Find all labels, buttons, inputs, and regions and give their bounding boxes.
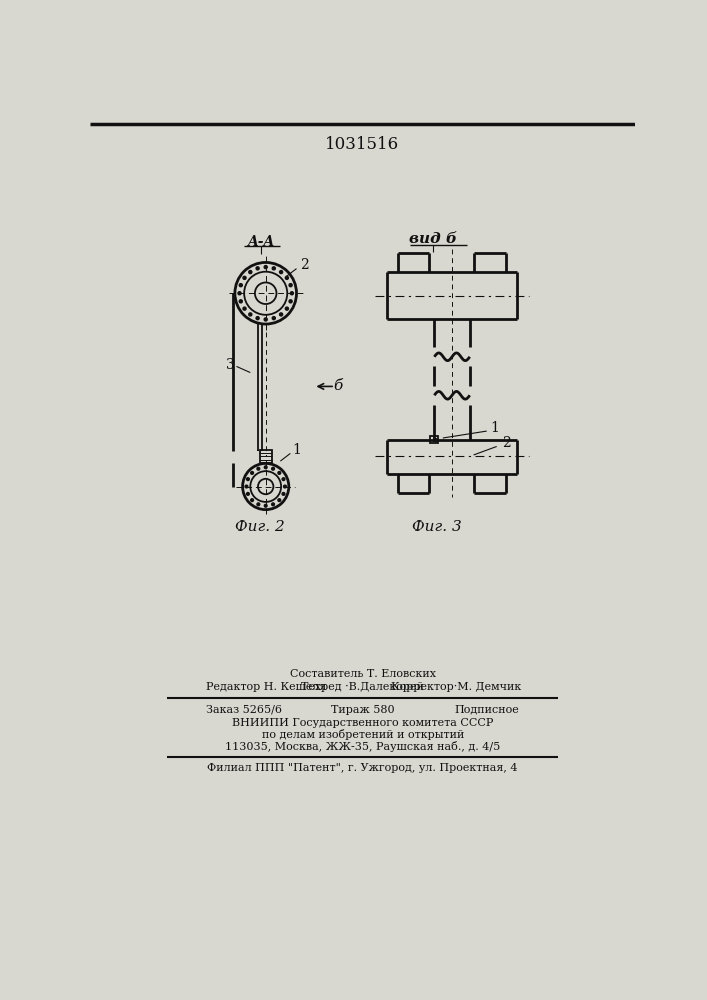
Circle shape bbox=[286, 307, 288, 310]
Text: Фиг. 2: Фиг. 2 bbox=[235, 520, 284, 534]
Text: 1: 1 bbox=[292, 443, 301, 457]
Text: Филиал ППП "Патент", г. Ужгород, ул. Проектная, 4: Филиал ППП "Патент", г. Ужгород, ул. Про… bbox=[207, 763, 518, 773]
Circle shape bbox=[289, 300, 292, 303]
Text: Корректор·М. Демчик: Корректор·М. Демчик bbox=[391, 682, 521, 692]
Circle shape bbox=[243, 307, 246, 310]
Text: Редактор Н. Кешеля: Редактор Н. Кешеля bbox=[206, 682, 326, 692]
Circle shape bbox=[249, 271, 252, 274]
Circle shape bbox=[251, 499, 254, 502]
Text: Заказ 5265/6: Заказ 5265/6 bbox=[206, 705, 281, 715]
Circle shape bbox=[282, 493, 285, 495]
Circle shape bbox=[279, 271, 283, 274]
Bar bbox=[431, 436, 438, 443]
Circle shape bbox=[278, 472, 281, 474]
Text: Техред ·В.Далекорей: Техред ·В.Далекорей bbox=[301, 682, 424, 692]
Circle shape bbox=[264, 318, 267, 321]
Circle shape bbox=[247, 493, 250, 495]
Circle shape bbox=[243, 276, 246, 279]
Text: 2: 2 bbox=[501, 436, 510, 450]
Text: 113035, Москва, ЖЖ-35, Раушская наб., д. 4/5: 113035, Москва, ЖЖ-35, Раушская наб., д.… bbox=[225, 741, 501, 752]
Circle shape bbox=[247, 478, 250, 481]
Circle shape bbox=[264, 504, 267, 507]
Bar bbox=[433, 438, 436, 441]
Circle shape bbox=[271, 467, 274, 470]
Circle shape bbox=[272, 317, 275, 320]
Bar bbox=[259, 450, 272, 463]
Text: Тираж 580: Тираж 580 bbox=[331, 705, 395, 715]
Text: 3: 3 bbox=[226, 358, 235, 372]
Circle shape bbox=[256, 317, 259, 320]
Circle shape bbox=[239, 300, 243, 303]
Circle shape bbox=[256, 267, 259, 270]
Text: б: б bbox=[334, 379, 343, 393]
Text: 2: 2 bbox=[300, 258, 308, 272]
Text: вид б: вид б bbox=[409, 232, 457, 246]
Text: 1031516: 1031516 bbox=[325, 136, 399, 153]
Text: A-A: A-A bbox=[247, 235, 275, 249]
Circle shape bbox=[291, 292, 293, 295]
Text: ВНИИПИ Государственного комитета СССР: ВНИИПИ Государственного комитета СССР bbox=[232, 718, 493, 728]
Text: Фиг. 3: Фиг. 3 bbox=[411, 520, 462, 534]
Circle shape bbox=[257, 503, 259, 506]
Circle shape bbox=[264, 466, 267, 469]
Circle shape bbox=[238, 292, 241, 295]
Circle shape bbox=[239, 284, 243, 287]
Circle shape bbox=[278, 499, 281, 502]
Text: Подписное: Подписное bbox=[455, 705, 519, 715]
Circle shape bbox=[245, 485, 248, 488]
Circle shape bbox=[279, 313, 283, 316]
Circle shape bbox=[282, 478, 285, 481]
Circle shape bbox=[249, 313, 252, 316]
Circle shape bbox=[251, 472, 254, 474]
Circle shape bbox=[289, 284, 292, 287]
Circle shape bbox=[264, 266, 267, 269]
Text: 1: 1 bbox=[490, 421, 499, 435]
Text: Составитель Т. Еловских: Составитель Т. Еловских bbox=[290, 669, 436, 679]
Circle shape bbox=[257, 467, 259, 470]
Text: по делам изобретений и открытий: по делам изобретений и открытий bbox=[262, 729, 464, 740]
Circle shape bbox=[271, 503, 274, 506]
Circle shape bbox=[286, 276, 288, 279]
Circle shape bbox=[272, 267, 275, 270]
Circle shape bbox=[284, 485, 286, 488]
